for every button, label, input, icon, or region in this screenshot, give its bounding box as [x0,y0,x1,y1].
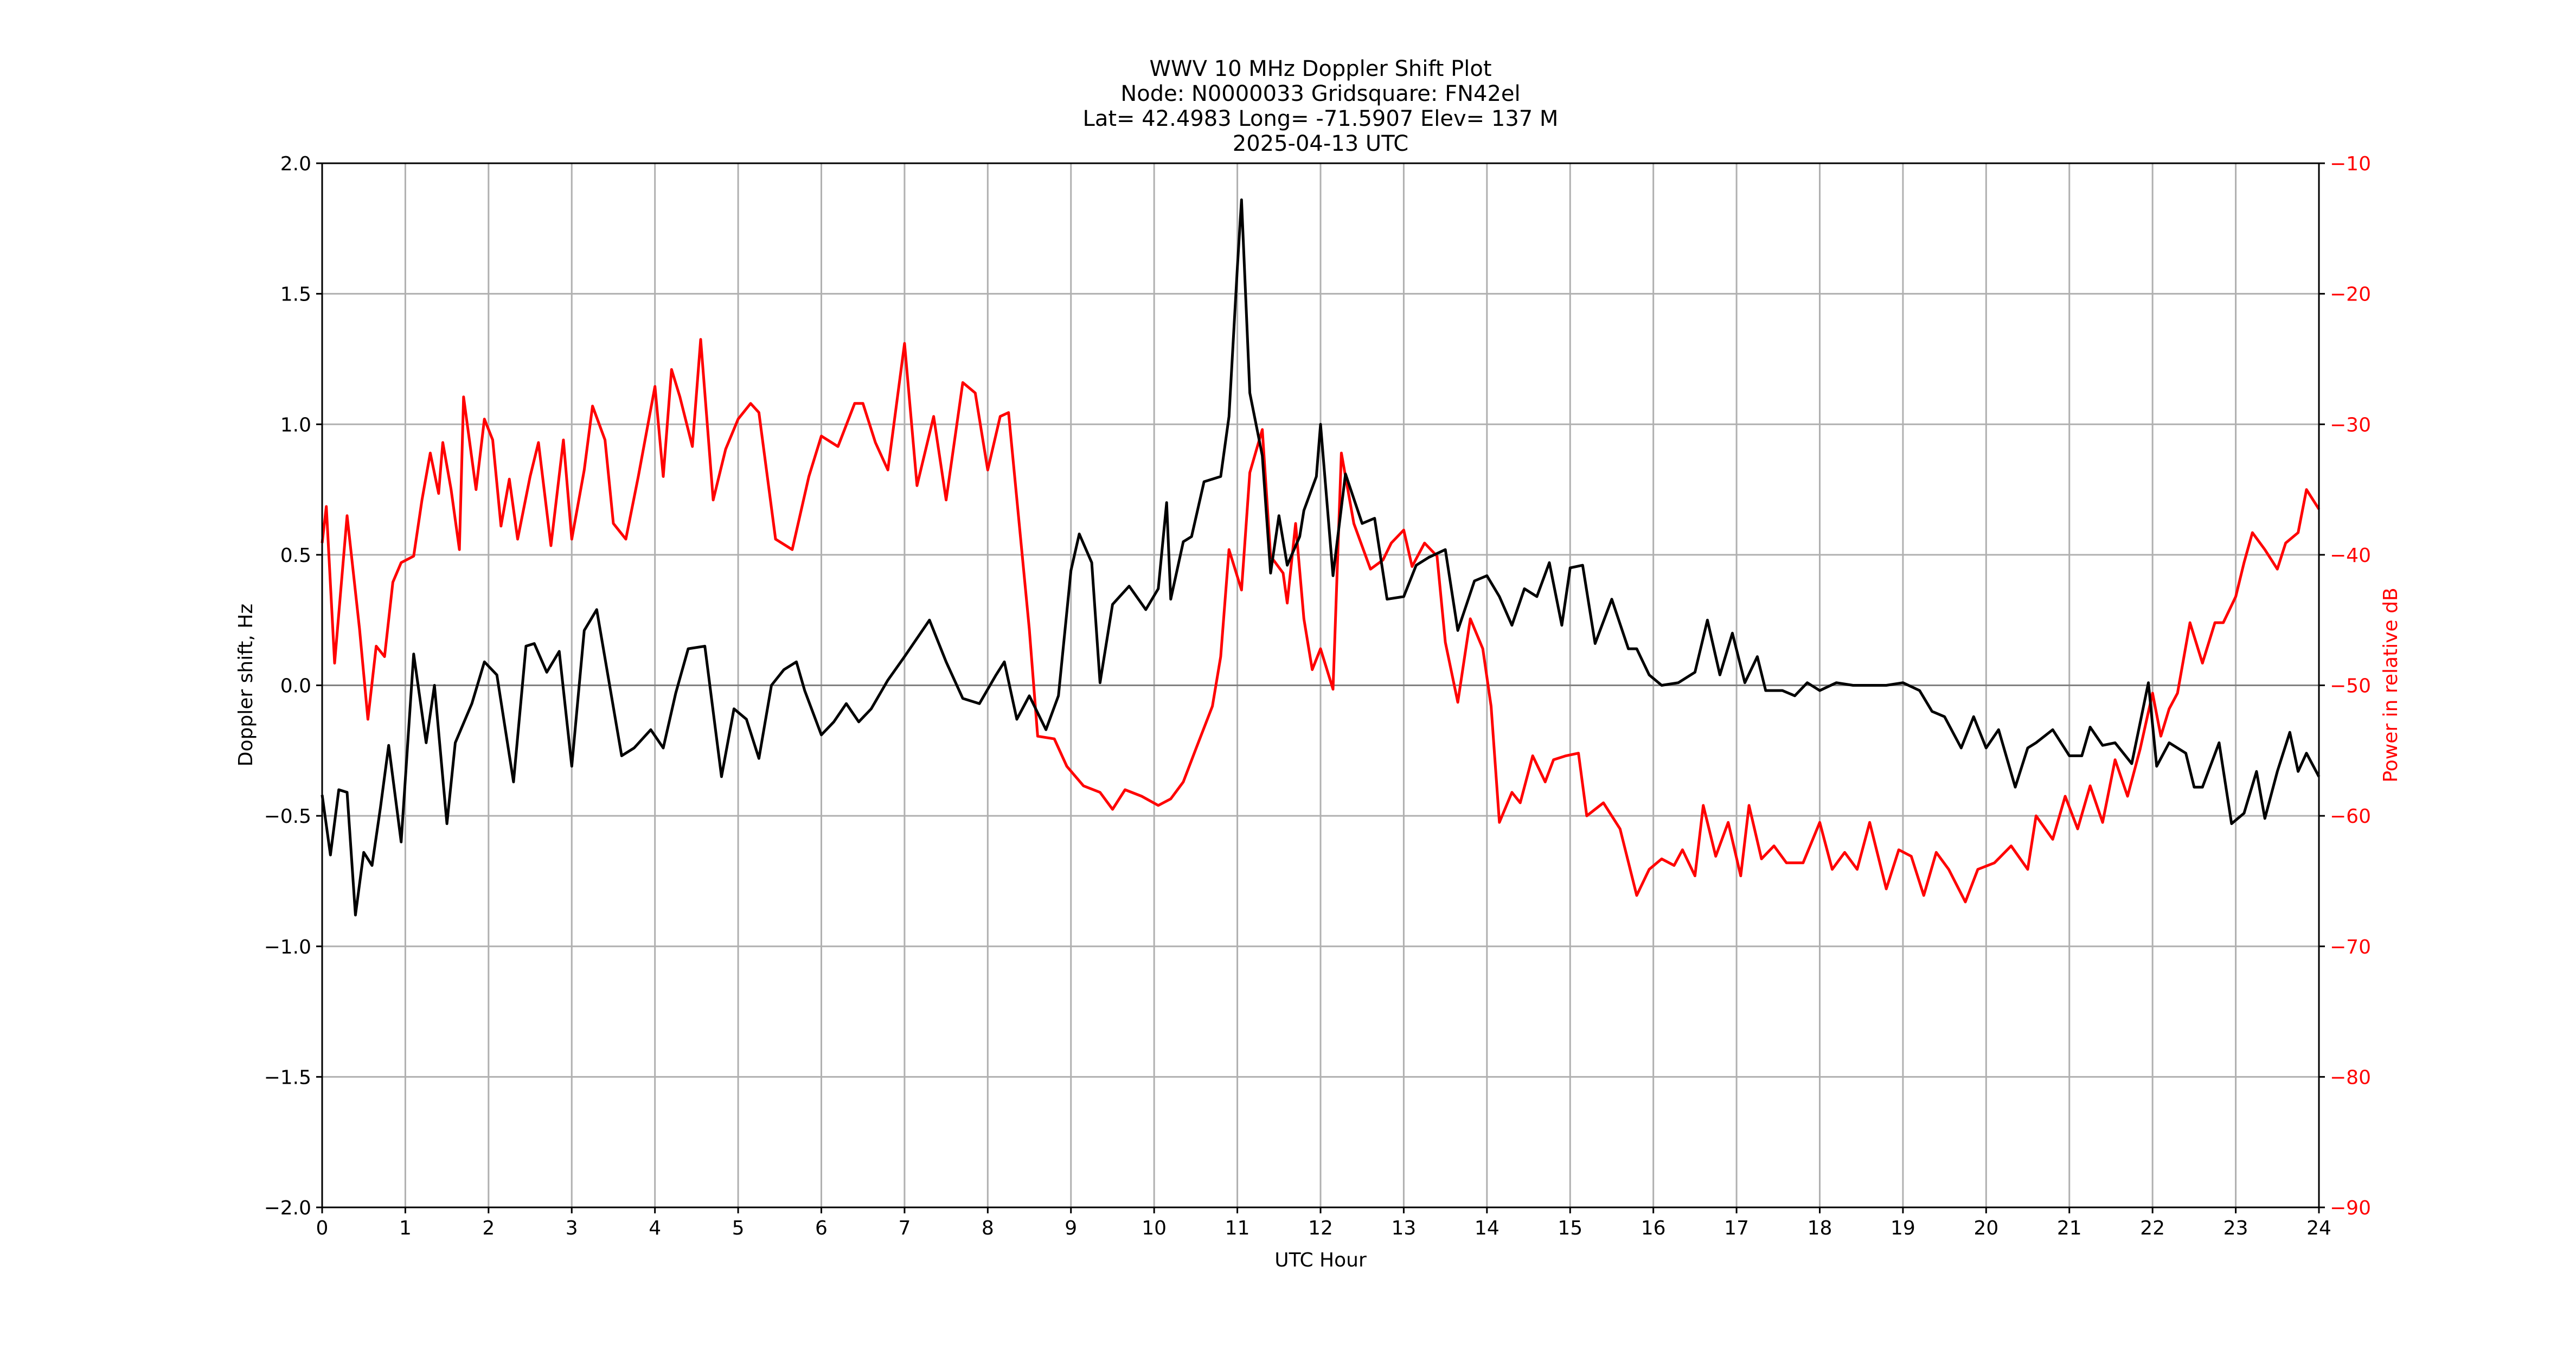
grid-lines [321,162,2320,1208]
y-axis-ticks: 2.0 1.5 1.0 0.5 0.0 −0.5 −1.0 −1.5 −2.0 [264,153,322,1219]
y-tick-label: 0.5 [280,545,311,567]
x-tick-label: 9 [1065,1217,1077,1239]
y2-tick-label: −50 [2330,675,2371,698]
doppler-series-line [321,198,2321,917]
y2-tick-label: −10 [2330,153,2371,175]
y2-tick-label: −30 [2330,414,2371,436]
y-tick-label: 1.0 [280,414,311,436]
data-series [321,198,2321,917]
x-tick-label: 18 [1808,1217,1832,1239]
y-tick-label: −0.5 [264,805,311,828]
y-tick-label: −1.0 [264,936,311,958]
x-tick-label: 14 [1475,1217,1500,1239]
x-tick-label: 13 [1392,1217,1417,1239]
x-tick-label: 2 [482,1217,495,1239]
x-tick-label: 17 [1724,1217,1749,1239]
y2-tick-label: −90 [2330,1197,2371,1219]
y2-axis-ticks: −10 −20 −30 −40 −50 −60 −70 −80 −90 [2319,153,2371,1219]
x-tick-label: 10 [1142,1217,1167,1239]
y2-tick-label: −60 [2330,805,2371,828]
chart-title: WWV 10 MHz Doppler Shift Plot [1149,56,1492,81]
y2-tick-label: −20 [2330,284,2371,306]
x-tick-label: 0 [316,1217,329,1239]
y2-tick-label: −40 [2330,545,2371,567]
x-tick-label: 4 [649,1217,661,1239]
x-tick-label: 16 [1641,1217,1666,1239]
x-tick-label: 15 [1558,1217,1582,1239]
y2-tick-label: −70 [2330,936,2371,958]
x-axis-ticks: 0 1 2 3 4 5 6 7 8 9 10 11 12 13 14 15 16 17 18 19 20 21 22 23 24 [316,1207,2331,1239]
y-tick-label: 1.5 [280,284,311,306]
y-axis-label: Doppler shift, Hz [235,604,257,766]
x-tick-label: 19 [1891,1217,1915,1239]
x-tick-label: 5 [732,1217,745,1239]
chart-subtitle-date: 2025-04-13 UTC [1232,131,1409,156]
x-tick-label: 7 [898,1217,911,1239]
x-tick-label: 3 [566,1217,578,1239]
x-tick-label: 20 [1973,1217,1998,1239]
power-series-line [321,338,2321,904]
y2-axis-label: Power in relative dB [2380,587,2402,782]
x-tick-label: 1 [399,1217,412,1239]
x-tick-label: 23 [2223,1217,2248,1239]
x-tick-label: 21 [2057,1217,2082,1239]
x-tick-label: 6 [815,1217,828,1239]
x-tick-label: 11 [1225,1217,1250,1239]
x-tick-label: 8 [982,1217,994,1239]
x-tick-label: 12 [1308,1217,1333,1239]
chart-subtitle-node: Node: N0000033 Gridsquare: FN42el [1120,81,1521,106]
chart-subtitle-location: Lat= 42.4983 Long= -71.5907 Elev= 137 M [1082,106,1559,131]
x-tick-label: 24 [2306,1217,2331,1239]
y-tick-label: −1.5 [264,1066,311,1089]
y-tick-label: 0.0 [280,675,311,698]
y-tick-label: −2.0 [264,1197,311,1219]
y2-tick-label: −80 [2330,1066,2371,1089]
x-tick-label: 22 [2140,1217,2165,1239]
y-tick-label: 2.0 [280,153,311,175]
x-axis-label: UTC Hour [1274,1249,1367,1271]
